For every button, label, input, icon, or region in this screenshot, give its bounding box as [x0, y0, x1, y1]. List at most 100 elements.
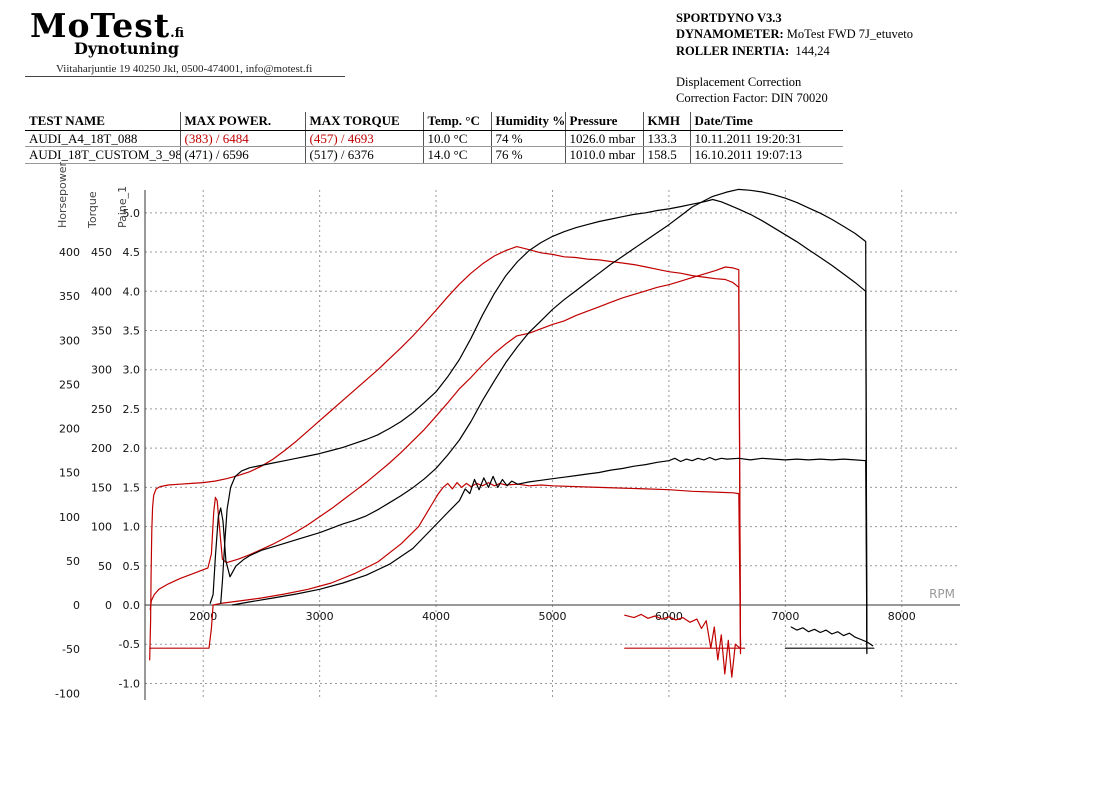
software-info: SPORTDYNO V3.3 DYNAMOMETER: MoTest FWD 7… [676, 10, 913, 106]
series-audi_18t_custom_boost [231, 456, 868, 645]
y-axis-tick-torque: 200 [91, 442, 112, 455]
y-axis-tick-torque: 400 [91, 285, 112, 298]
y-axis-tick-paine: 3.5 [123, 324, 141, 337]
series-audi_18t_custom_torque [220, 198, 868, 653]
y-axis-title-torque: Torque [86, 191, 99, 229]
cell-pressure: 1010.0 mbar [565, 146, 644, 164]
series-audi_18t_custom_return [790, 626, 874, 647]
y-axis-tick-torque: 150 [91, 481, 112, 494]
logo-wordmark: MoTest.fi [30, 6, 312, 45]
y-axis-tick-torque: 250 [91, 403, 112, 416]
y-axis-tick-paine: 0.5 [123, 560, 141, 573]
x-axis-tick: 2000 [189, 610, 217, 623]
y-axis-tick-paine: 3.0 [123, 364, 141, 377]
y-axis-tick-hp: 300 [59, 334, 80, 347]
y-axis-tick-hp: 350 [59, 290, 80, 303]
column-header: Humidity % [491, 112, 566, 131]
roller-inertia-label: ROLLER INERTIA: [676, 43, 790, 58]
series-audi_a4_18t_088_return [624, 613, 741, 678]
cell-kmh: 158.5 [643, 146, 691, 164]
y-axis-tick-hp: 400 [59, 246, 80, 259]
y-axis-tick-paine: -0.5 [119, 638, 140, 651]
column-header: KMH [643, 112, 691, 131]
cell-max_torque: (457) / 4693 [305, 130, 424, 148]
cell-datetime: 10.11.2011 19:20:31 [690, 130, 843, 148]
logo-tld: .fi [170, 26, 185, 41]
x-axis-tick: 4000 [422, 610, 450, 623]
x-axis-tick: 7000 [771, 610, 799, 623]
series-audi_a4_18t_088_boost [149, 482, 742, 649]
column-header: MAX POWER. [180, 112, 306, 131]
software-title: SPORTDYNO V3.3 [676, 11, 782, 25]
y-axis-tick-paine: -1.0 [119, 677, 140, 690]
y-axis-tick-torque: 300 [91, 364, 112, 377]
y-axis-title-hp: Horsepower [56, 162, 69, 228]
y-axis-tick-torque: 50 [98, 560, 112, 573]
y-axis-tick-hp: -50 [62, 643, 80, 656]
y-axis-tick-hp: 100 [59, 511, 80, 524]
cell-test_name: AUDI_18T_CUSTOM_3_98E [25, 146, 181, 164]
header-rule [25, 76, 345, 77]
y-axis-tick-paine: 4.5 [123, 246, 141, 259]
column-header: Temp. °C [423, 112, 492, 131]
x-axis-tick: 8000 [888, 610, 916, 623]
y-axis-tick-torque: 350 [91, 324, 112, 337]
cell-datetime: 16.10.2011 19:07:13 [690, 146, 843, 164]
results-table: TEST NAME MAX POWER. MAX TORQUE Temp. °C Hum… [25, 112, 843, 164]
x-axis-tick: 6000 [655, 610, 683, 623]
table-row: AUDI_A4_18T_088 (383) / 6484 (457) / 4693 1… [25, 130, 843, 148]
y-axis-tick-hp: 150 [59, 467, 80, 480]
y-axis-tick-paine: 4.0 [123, 285, 141, 298]
y-axis-tick-torque: 100 [91, 521, 112, 534]
column-header: TEST NAME [25, 112, 181, 131]
cell-temp: 14.0 °C [423, 146, 492, 164]
column-header: Pressure [565, 112, 644, 131]
logo-subtitle: Dynotuning [74, 39, 180, 58]
x-axis-tick: 3000 [306, 610, 334, 623]
logo-address: Viitaharjuntie 19 40250 Jkl, 0500-474001… [56, 63, 313, 75]
dynamometer-line: DYNAMOMETER: MoTest FWD 7J_etuveto [676, 26, 913, 42]
roller-inertia-line: ROLLER INERTIA: 144,24 [676, 43, 913, 59]
y-axis-tick-paine: 1.5 [123, 481, 141, 494]
table-row: AUDI_18T_CUSTOM_3_98E (471) / 6596 (517) /… [25, 146, 843, 164]
series-audi_a4_18t_088_torque [149, 246, 742, 661]
dynamometer-value: MoTest FWD 7J_etuveto [786, 27, 913, 42]
y-axis-tick-hp: 0 [73, 599, 80, 612]
y-axis-tick-hp: 200 [59, 423, 80, 436]
cell-max_power: (383) / 6484 [180, 130, 306, 148]
correction-type: Displacement Correction [676, 74, 802, 89]
cell-kmh: 133.3 [643, 130, 691, 148]
cell-max_power: (471) / 6596 [180, 146, 306, 164]
roller-inertia-value: 144,24 [795, 43, 830, 58]
column-header: MAX TORQUE [305, 112, 424, 131]
column-header: Date/Time [690, 112, 843, 131]
cell-humidity: 74 % [491, 130, 566, 148]
series-audi_a4_18t_088_power [149, 266, 742, 655]
y-axis-tick-paine: 1.0 [123, 521, 141, 534]
results-table-body: AUDI_A4_18T_088 (383) / 6484 (457) / 4693 1… [25, 130, 843, 164]
cell-temp: 10.0 °C [423, 130, 492, 148]
y-axis-tick-paine: 2.5 [123, 403, 141, 416]
y-axis-tick-hp: 250 [59, 378, 80, 391]
y-axis-tick-paine: 2.0 [123, 442, 141, 455]
y-axis-title-paine: Paine_1 [116, 186, 129, 228]
y-axis-tick-paine: 0.0 [123, 599, 141, 612]
y-axis-tick-hp: -100 [55, 687, 80, 700]
series-audi_18t_custom_power [209, 188, 868, 655]
cell-humidity: 76 % [491, 146, 566, 164]
y-axis-tick-paine: 5.0 [123, 207, 141, 220]
y-axis-tick-torque: 450 [91, 246, 112, 259]
cell-test_name: AUDI_A4_18T_088 [25, 130, 181, 148]
results-table-header: TEST NAME MAX POWER. MAX TORQUE Temp. °C Hum… [25, 112, 843, 131]
cell-max_torque: (517) / 6376 [305, 146, 424, 164]
y-axis-tick-hp: 50 [66, 555, 80, 568]
dynamometer-label: DYNAMOMETER: [676, 27, 784, 42]
x-axis-tick: 5000 [539, 610, 567, 623]
logo-name: MoTest [30, 6, 171, 45]
y-axis-tick-torque: 0 [105, 599, 112, 612]
cell-pressure: 1026.0 mbar [565, 130, 644, 148]
x-axis-title: RPM [929, 587, 955, 601]
correction-factor: Correction Factor: DIN 70020 [676, 91, 828, 105]
logo: MoTest.fi Dynotuning Viitaharjuntie 19 4… [30, 6, 312, 75]
